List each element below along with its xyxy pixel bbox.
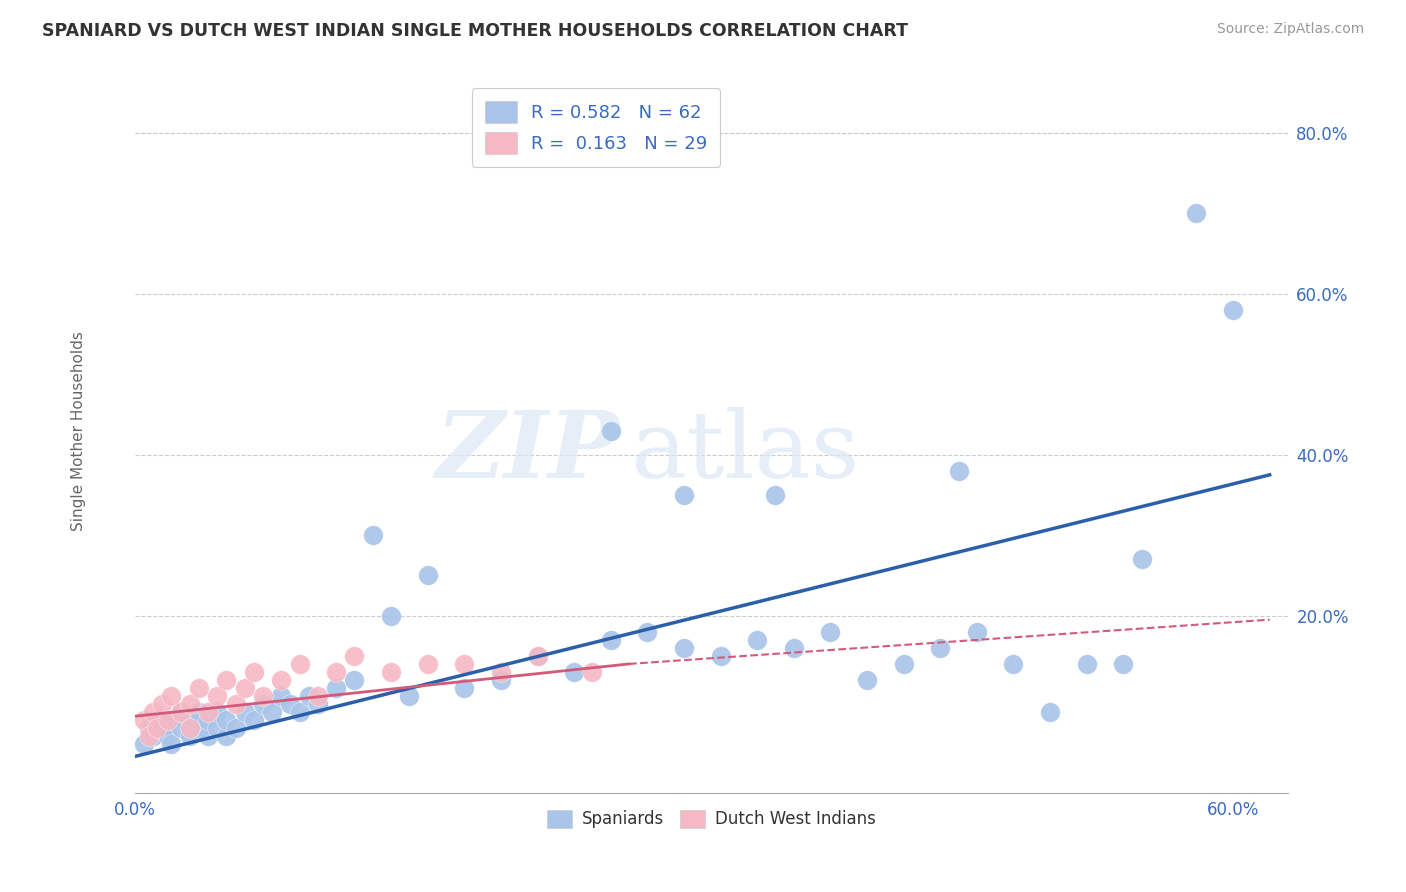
Point (307, 697, 329, 711)
Point (1185, 206, 1208, 220)
Point (966, 624, 988, 639)
Point (948, 464, 970, 478)
Point (233, 705, 256, 719)
Point (599, 632, 621, 647)
Point (179, 697, 201, 711)
Point (142, 705, 165, 719)
Point (225, 697, 247, 711)
Point (562, 665, 585, 679)
Point (1002, 657, 1025, 671)
Point (150, 697, 173, 711)
Point (1130, 552, 1153, 566)
Point (1112, 657, 1135, 671)
Point (672, 488, 695, 502)
Point (398, 689, 420, 703)
Point (132, 738, 155, 752)
Point (187, 681, 209, 695)
Point (1076, 657, 1098, 671)
Point (581, 665, 603, 679)
Point (252, 689, 274, 703)
Point (156, 713, 179, 727)
Point (288, 705, 311, 719)
Point (416, 568, 439, 582)
Point (160, 689, 183, 703)
Point (205, 721, 228, 735)
Point (343, 648, 366, 663)
Point (243, 665, 266, 679)
Point (526, 648, 548, 663)
Point (1222, 302, 1244, 317)
Point (489, 673, 512, 687)
Point (709, 648, 731, 663)
Point (205, 689, 228, 703)
Point (489, 665, 512, 679)
Point (150, 721, 173, 735)
Point (233, 681, 256, 695)
Point (325, 681, 347, 695)
Point (225, 721, 247, 735)
Text: ZIP: ZIP (434, 408, 619, 498)
Point (280, 697, 302, 711)
Point (453, 657, 475, 671)
Point (197, 729, 219, 743)
Point (142, 729, 165, 743)
Point (215, 713, 238, 727)
Point (205, 705, 228, 719)
Text: atlas: atlas (631, 408, 860, 498)
Y-axis label: Single Mother Households: Single Mother Households (72, 331, 86, 531)
Point (179, 713, 201, 727)
Point (169, 721, 191, 735)
Point (270, 673, 292, 687)
Point (146, 721, 169, 735)
Point (187, 721, 209, 735)
Point (361, 528, 384, 542)
Point (1039, 705, 1062, 719)
Point (132, 713, 155, 727)
Point (146, 713, 169, 727)
Point (169, 705, 191, 719)
Point (599, 424, 621, 438)
Point (179, 721, 201, 735)
Point (298, 689, 321, 703)
Point (453, 681, 475, 695)
Point (343, 673, 366, 687)
Point (160, 738, 183, 752)
Point (783, 640, 806, 655)
Point (929, 640, 952, 655)
Point (160, 713, 183, 727)
Point (138, 721, 160, 735)
Point (270, 689, 292, 703)
Point (215, 673, 238, 687)
Point (856, 673, 879, 687)
Point (262, 705, 284, 719)
Point (197, 713, 219, 727)
Point (169, 705, 191, 719)
Point (636, 624, 658, 639)
Point (179, 729, 201, 743)
Point (416, 657, 439, 671)
Text: SPANIARD VS DUTCH WEST INDIAN SINGLE MOTHER HOUSEHOLDS CORRELATION CHART: SPANIARD VS DUTCH WEST INDIAN SINGLE MOT… (42, 22, 908, 40)
Point (747, 632, 769, 647)
Point (325, 665, 347, 679)
Point (187, 705, 209, 719)
Point (215, 729, 238, 743)
Point (197, 705, 219, 719)
Text: Source: ZipAtlas.com: Source: ZipAtlas.com (1216, 22, 1364, 37)
Point (893, 657, 915, 671)
Point (252, 697, 274, 711)
Point (765, 488, 787, 502)
Point (288, 657, 311, 671)
Point (156, 729, 179, 743)
Legend: Spaniards, Dutch West Indians: Spaniards, Dutch West Indians (540, 803, 883, 835)
Point (820, 624, 842, 639)
Point (672, 640, 695, 655)
Point (307, 689, 329, 703)
Point (138, 729, 160, 743)
Point (380, 608, 402, 623)
Point (380, 665, 402, 679)
Point (526, 648, 548, 663)
Point (243, 713, 266, 727)
